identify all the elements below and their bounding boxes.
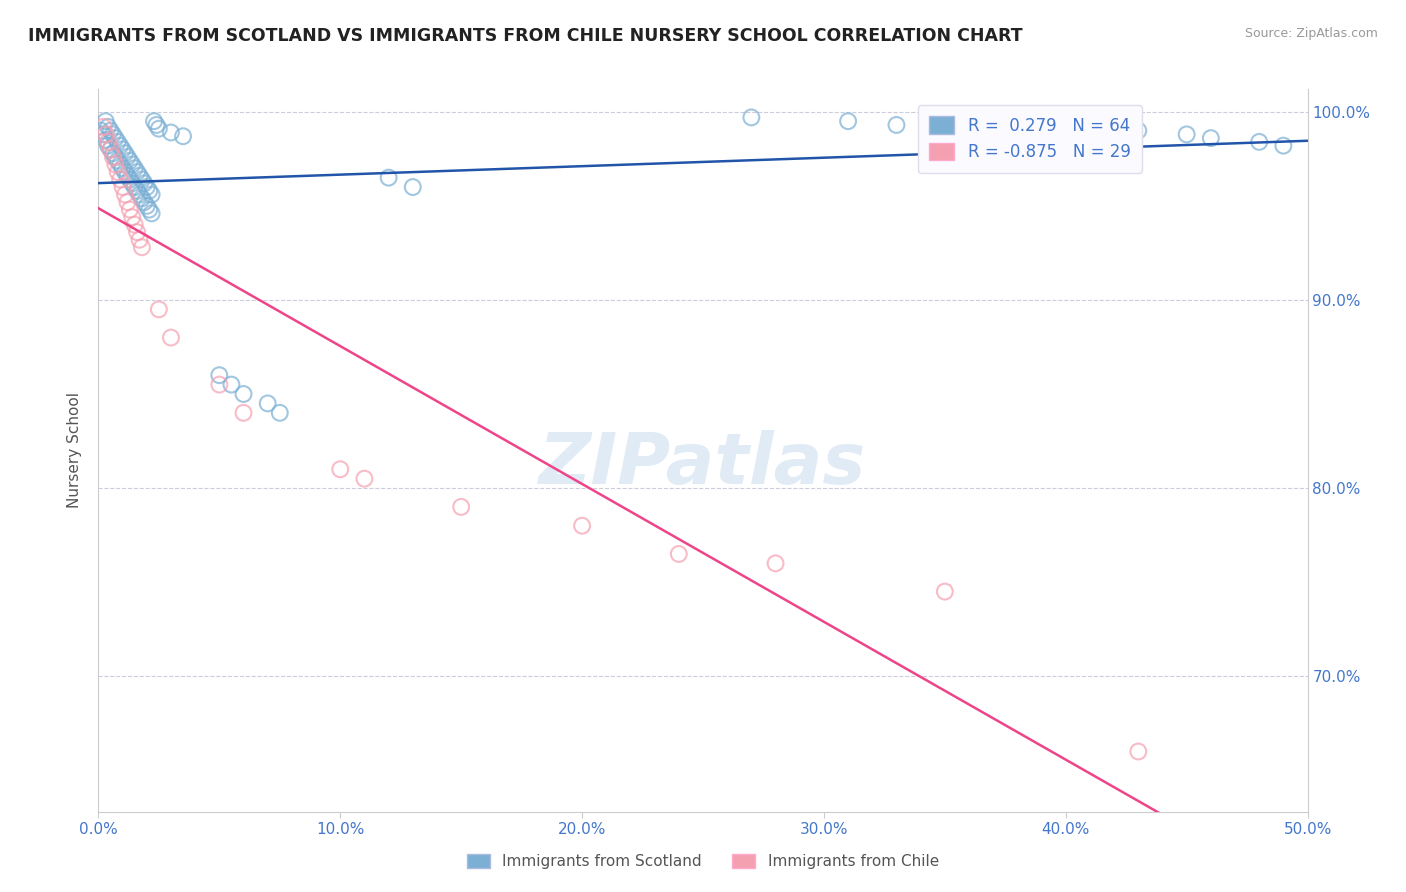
Point <box>124 161 146 176</box>
Point <box>91 128 114 142</box>
Point <box>108 172 131 186</box>
Point <box>107 135 129 149</box>
Point <box>131 240 153 254</box>
Point <box>1128 744 1150 758</box>
Point <box>134 195 156 210</box>
Point <box>886 118 908 132</box>
Point <box>117 169 139 183</box>
Point <box>131 191 153 205</box>
Point <box>107 153 129 168</box>
Text: IMMIGRANTS FROM SCOTLAND VS IMMIGRANTS FROM CHILE NURSERY SCHOOL CORRELATION CHA: IMMIGRANTS FROM SCOTLAND VS IMMIGRANTS F… <box>28 27 1022 45</box>
Point <box>981 126 1004 140</box>
Point <box>1175 128 1198 142</box>
Point <box>124 180 146 194</box>
Point <box>329 462 352 476</box>
Point <box>97 135 120 149</box>
Point <box>100 123 122 137</box>
Point <box>114 146 136 161</box>
Point <box>128 169 150 183</box>
Point <box>124 218 146 232</box>
Point <box>668 547 690 561</box>
Point <box>121 210 143 224</box>
Point <box>138 184 160 198</box>
Point <box>114 165 136 179</box>
Point <box>160 330 183 344</box>
Point <box>117 150 139 164</box>
Point <box>127 225 149 239</box>
Point <box>104 131 127 145</box>
Point <box>221 377 243 392</box>
Point <box>121 157 143 171</box>
Point <box>208 368 231 383</box>
Point <box>256 396 278 410</box>
Point <box>118 202 141 217</box>
Point <box>208 377 231 392</box>
Point <box>1249 135 1271 149</box>
Point <box>571 518 593 533</box>
Point <box>111 161 134 176</box>
Point <box>135 180 157 194</box>
Point <box>91 120 114 134</box>
Point <box>135 199 157 213</box>
Point <box>127 184 149 198</box>
Point <box>104 157 127 171</box>
Point <box>269 406 291 420</box>
Point <box>1128 123 1150 137</box>
Point <box>97 138 120 153</box>
Point <box>353 472 375 486</box>
Point <box>131 172 153 186</box>
Point <box>377 170 399 185</box>
Point <box>1272 138 1295 153</box>
Point <box>934 121 956 136</box>
Point <box>111 180 134 194</box>
Point <box>117 195 139 210</box>
Point <box>232 387 254 401</box>
Point <box>740 111 762 125</box>
Point <box>148 302 170 317</box>
Point <box>143 114 166 128</box>
Text: ZIPatlas: ZIPatlas <box>540 431 866 500</box>
Legend: Immigrants from Scotland, Immigrants from Chile: Immigrants from Scotland, Immigrants fro… <box>461 848 945 875</box>
Point <box>100 143 122 157</box>
Point <box>100 143 122 157</box>
Y-axis label: Nursery School: Nursery School <box>67 392 83 508</box>
Point <box>108 138 131 153</box>
Point <box>118 172 141 186</box>
Point <box>101 150 124 164</box>
Point <box>90 123 112 137</box>
Point <box>402 180 425 194</box>
Point <box>837 114 859 128</box>
Point <box>101 146 124 161</box>
Point <box>765 557 787 571</box>
Legend: R =  0.279   N = 64, R = -0.875   N = 29: R = 0.279 N = 64, R = -0.875 N = 29 <box>918 104 1142 173</box>
Point <box>121 176 143 190</box>
Text: Source: ZipAtlas.com: Source: ZipAtlas.com <box>1244 27 1378 40</box>
Point <box>141 187 163 202</box>
Point <box>107 165 129 179</box>
Point <box>128 233 150 247</box>
Point <box>172 129 194 144</box>
Point <box>232 406 254 420</box>
Point <box>138 202 160 217</box>
Point <box>134 176 156 190</box>
Point <box>145 118 167 132</box>
Point <box>1199 131 1222 145</box>
Point <box>934 584 956 599</box>
Point <box>450 500 472 514</box>
Point <box>148 121 170 136</box>
Point <box>128 187 150 202</box>
Point <box>160 126 183 140</box>
Point <box>141 206 163 220</box>
Point <box>108 157 131 171</box>
Point <box>118 153 141 168</box>
Point <box>97 120 120 134</box>
Point <box>114 187 136 202</box>
Point <box>104 150 127 164</box>
Point <box>94 114 117 128</box>
Point <box>94 128 117 142</box>
Point <box>101 128 124 142</box>
Point <box>111 143 134 157</box>
Point <box>94 133 117 147</box>
Point <box>127 165 149 179</box>
